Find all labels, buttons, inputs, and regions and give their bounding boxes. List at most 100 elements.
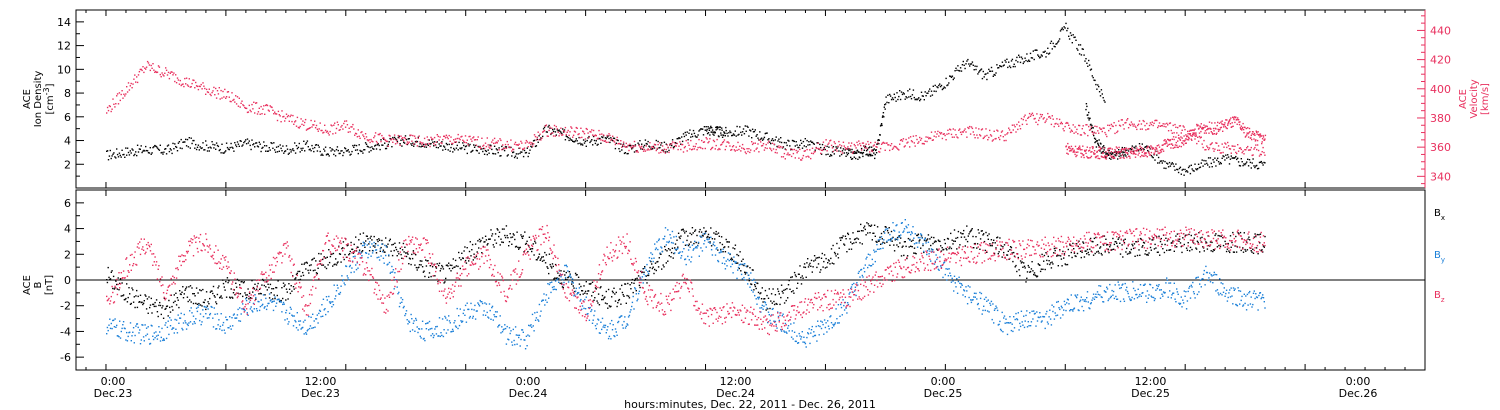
data-point [572,136,574,138]
data-point [249,297,252,299]
data-point [722,251,724,253]
data-point [1066,121,1068,124]
data-point [331,125,333,127]
data-point [860,223,862,226]
data-point [374,135,376,137]
data-point [290,151,292,153]
data-point [602,139,604,142]
data-point [534,242,537,244]
data-point [724,251,727,253]
data-point [1140,123,1143,125]
data-point [633,140,636,143]
data-point [217,145,220,148]
data-point [357,129,359,131]
data-point [350,153,352,155]
data-point [337,149,339,152]
data-point [1095,155,1098,158]
data-point [666,250,668,252]
data-point [1089,69,1092,71]
data-point [398,242,401,244]
data-point [198,304,200,306]
data-point [198,149,200,151]
data-point [189,86,191,88]
data-point [1098,85,1100,88]
data-point [807,144,809,146]
data-point [375,148,378,150]
data-point [195,318,197,320]
data-point [979,134,981,136]
data-point [1147,149,1149,152]
data-point [735,146,737,148]
data-point [406,143,409,146]
data-point [870,224,873,226]
data-point [610,139,612,141]
data-point [1231,126,1233,128]
data-point [268,147,270,149]
data-point [1184,128,1186,131]
data-point [437,135,439,138]
data-point [919,136,921,139]
data-point [1034,49,1036,51]
data-point [1035,121,1037,123]
data-point [712,133,714,135]
data-point [810,140,812,142]
data-point [784,288,787,291]
data-point [1000,131,1003,133]
data-point [145,334,147,337]
data-point [424,143,427,145]
data-point [1092,147,1094,150]
data-point [1120,155,1122,157]
data-point [1122,256,1124,258]
data-point [204,87,206,90]
data-point [255,102,258,104]
data-point [524,152,527,154]
data-point [822,266,824,268]
data-point [899,143,901,145]
data-point [1093,79,1095,81]
data-point [108,155,111,157]
data-point [701,139,703,142]
data-point [1185,247,1188,249]
top-left-title-line2: Ion Density [33,71,44,128]
data-point [962,60,964,63]
data-point [134,74,136,76]
data-point [1203,139,1205,142]
data-point [248,292,251,295]
data-point [564,126,567,129]
data-point [809,149,811,151]
data-point [1252,154,1254,156]
data-point [630,144,632,147]
data-point [594,134,597,136]
data-point [555,125,557,128]
data-point [1180,136,1182,138]
data-point [1147,128,1149,130]
data-point [154,144,156,147]
data-point [1034,117,1036,120]
data-point [357,152,359,155]
data-point [315,318,318,320]
data-point [1090,127,1093,130]
data-point [382,137,384,139]
data-point [193,321,195,323]
data-point [697,134,699,136]
data-point [667,146,669,149]
data-point [823,254,826,256]
data-point [136,154,138,157]
data-point [450,270,452,272]
data-point [757,143,759,145]
data-point [816,142,818,144]
data-point [1245,135,1247,137]
data-point [563,129,566,131]
data-point [539,259,541,261]
data-point [439,270,441,272]
data-point [509,146,511,148]
data-point [573,141,576,143]
data-point [720,144,722,146]
data-point [890,230,893,233]
data-point [1095,132,1097,134]
data-point [490,229,492,231]
data-point [117,103,120,105]
data-point [1256,139,1259,142]
data-point [159,301,161,304]
